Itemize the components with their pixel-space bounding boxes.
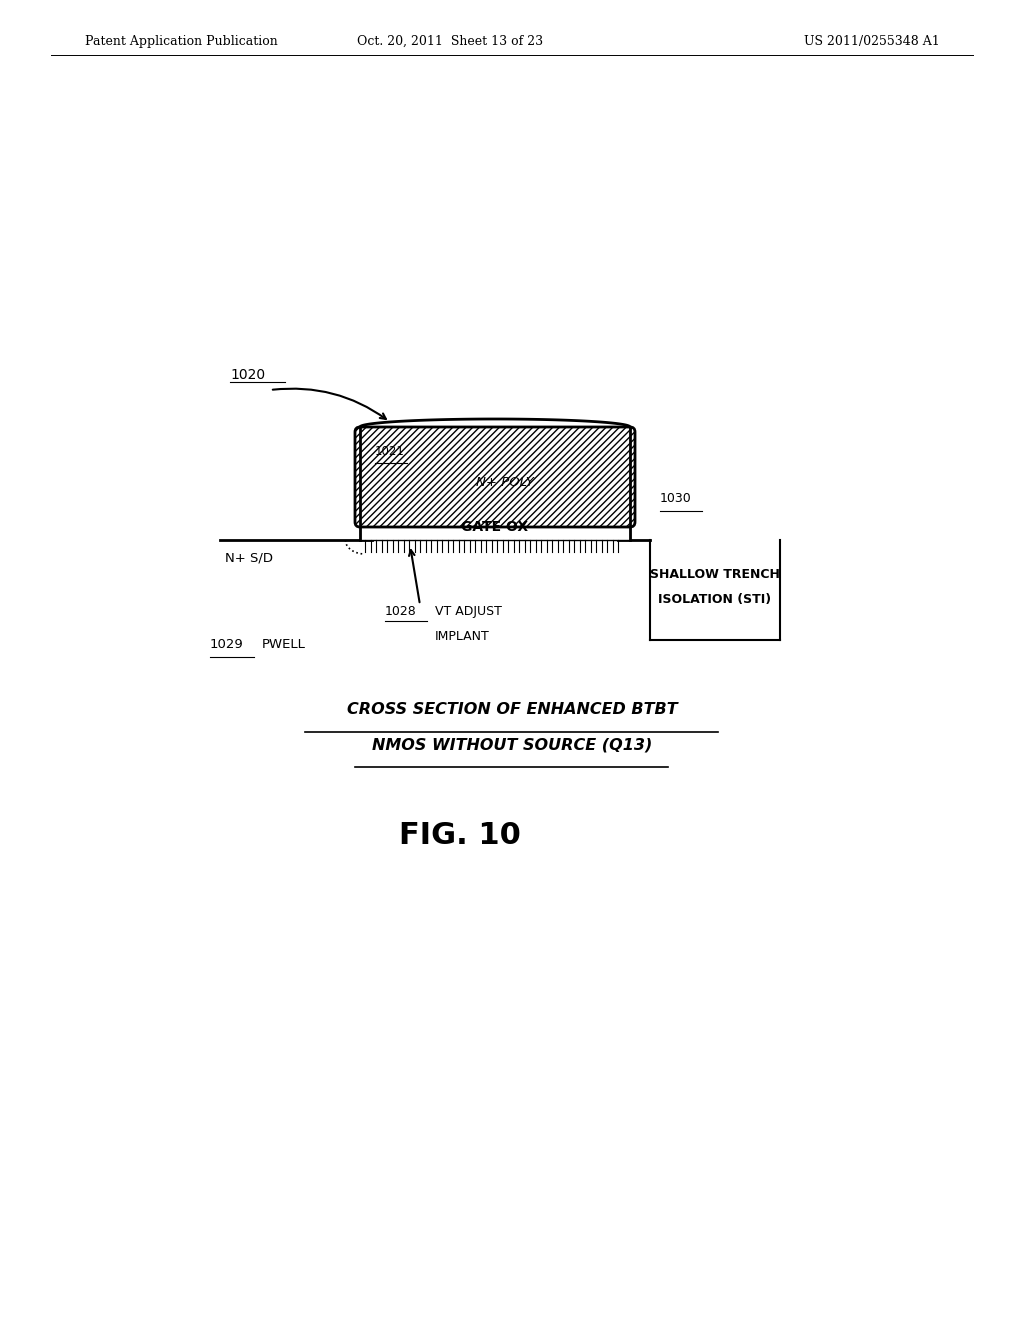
Text: CROSS SECTION OF ENHANCED BTBT: CROSS SECTION OF ENHANCED BTBT — [347, 702, 677, 718]
Text: 1021: 1021 — [375, 445, 404, 458]
Text: 1029: 1029 — [210, 639, 244, 652]
Text: 1020: 1020 — [230, 368, 265, 381]
Text: FIG. 10: FIG. 10 — [399, 821, 521, 850]
FancyBboxPatch shape — [355, 426, 635, 527]
Text: 1030: 1030 — [660, 492, 692, 506]
Text: SHALLOW TRENCH: SHALLOW TRENCH — [650, 569, 780, 582]
Text: PWELL: PWELL — [262, 639, 306, 652]
Text: N+ S/D: N+ S/D — [225, 552, 273, 565]
Text: N+ POLY: N+ POLY — [476, 475, 534, 488]
Text: US 2011/0255348 A1: US 2011/0255348 A1 — [804, 36, 940, 48]
Text: Patent Application Publication: Patent Application Publication — [85, 36, 278, 48]
Text: ISOLATION (STI): ISOLATION (STI) — [658, 594, 771, 606]
Text: IMPLANT: IMPLANT — [435, 630, 489, 643]
Text: Oct. 20, 2011  Sheet 13 of 23: Oct. 20, 2011 Sheet 13 of 23 — [357, 36, 543, 48]
Text: GATE OX: GATE OX — [462, 520, 528, 535]
Bar — [360, 521, 630, 540]
Text: NMOS WITHOUT SOURCE (Q13): NMOS WITHOUT SOURCE (Q13) — [372, 738, 652, 752]
Text: VT ADJUST: VT ADJUST — [435, 605, 502, 618]
Text: 1028: 1028 — [385, 605, 417, 618]
